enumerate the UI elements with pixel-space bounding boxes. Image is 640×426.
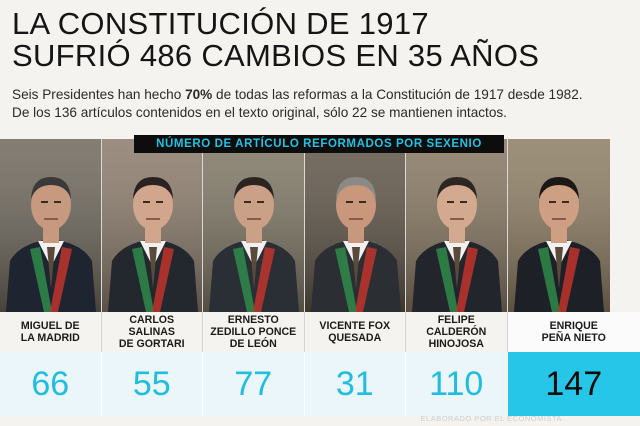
president-photo <box>507 139 640 312</box>
president-name: VICENTE FOX QUESADA <box>305 312 406 352</box>
president-photo <box>101 139 203 312</box>
headline: LA CONSTITUCIÓN DE 1917 SUFRIÓ 486 CAMBI… <box>12 8 539 72</box>
president-photo <box>304 139 406 312</box>
reform-count-value: 66 <box>0 352 102 416</box>
president-photo <box>406 139 508 312</box>
president-photo <box>0 139 102 312</box>
reform-count-value: 147 <box>507 352 640 416</box>
headline-line-1: LA CONSTITUCIÓN DE 1917 <box>12 6 429 41</box>
reform-count-value: 77 <box>203 352 305 416</box>
reform-count-row: 66 55 77 31 110 147 <box>0 352 640 416</box>
president-name: MIGUEL DE LA MADRID <box>0 312 102 352</box>
subtitle-highlight-percent: 70% <box>185 87 213 102</box>
credit-line: ELABORADO POR EL ECONOMISTA <box>420 414 562 423</box>
reform-count-value: 31 <box>304 352 406 416</box>
president-name: ERNESTO ZEDILLO PONCE DE LEÓN <box>203 312 305 352</box>
president-photo <box>203 139 305 312</box>
president-name: CARLOS SALINAS DE GORTARI <box>102 312 203 352</box>
president-name: FELIPE CALDERÓN HINOJOSA <box>406 312 508 352</box>
reform-count-value: 110 <box>406 352 508 416</box>
president-photo-row <box>0 139 640 312</box>
reform-count-value: 55 <box>101 352 203 416</box>
subtitle: Seis Presidentes han hecho 70% de todas … <box>12 86 632 122</box>
president-name: ENRIQUE PEÑA NIETO <box>507 312 640 352</box>
headline-line-2: SUFRIÓ 486 CAMBIOS EN 35 AÑOS <box>12 38 540 73</box>
section-banner: NÚMERO DE ARTÍCULO REFORMADOS POR SEXENI… <box>134 135 504 153</box>
president-name-row: MIGUEL DE LA MADRID CARLOS SALINAS DE GOR… <box>0 312 640 352</box>
subtitle-line-1: Seis Presidentes han hecho 70% de todas … <box>12 87 583 102</box>
subtitle-line-2: De los 136 artículos contenidos en el te… <box>12 105 507 120</box>
